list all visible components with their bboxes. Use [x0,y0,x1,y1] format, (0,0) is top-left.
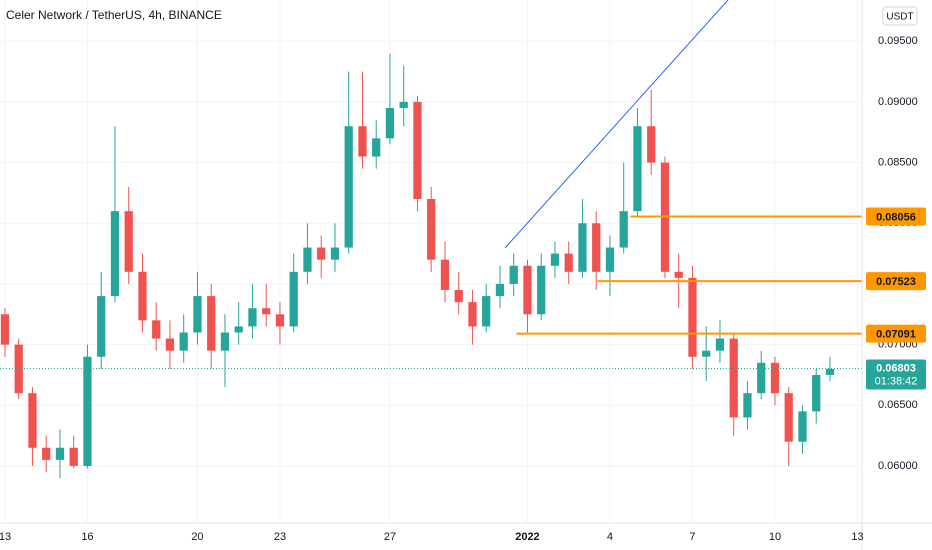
candle-body [28,393,37,448]
x-tick-label: 2022 [515,531,539,543]
candle-body [110,211,120,297]
x-tick-label: 7 [689,531,695,543]
candle-body [702,350,711,357]
candle-body [152,320,161,339]
candle-body [674,271,683,278]
candle-body [743,393,752,418]
candle-body [97,296,106,357]
candle-body [440,259,450,291]
candle-body [509,265,518,284]
level-label: 0.08056 [876,211,916,223]
x-tick-label: 16 [81,531,93,543]
candle-body [248,308,257,327]
trend-line [504,0,729,249]
x-tick-label: 10 [769,531,781,543]
candle-body [69,447,78,466]
candle-body [454,290,463,303]
y-tick-label: 0.09500 [878,35,918,47]
candle-body [179,332,188,351]
candle-body [729,338,738,418]
level-label-box [866,324,926,343]
candle-body [715,338,725,351]
candle-body [537,265,546,315]
x-tick-label: 27 [384,531,396,543]
marks [0,53,862,479]
candle-body [220,332,230,351]
candle-body [138,271,147,321]
candle-body [330,247,340,260]
labels: 0.060000.065000.070000.075000.080000.085… [0,35,926,543]
y-tick-label: 0.06000 [878,460,918,472]
y-tick-label: 0.06500 [878,399,918,411]
candle-body [633,126,642,212]
candle-body [344,126,353,248]
x-tick-label: 4 [607,531,613,543]
candle-body [482,296,491,327]
candle-body [358,126,367,157]
candle-body [619,211,628,248]
candle-body [42,447,51,460]
level-label: 0.07091 [876,328,916,340]
candle-body [495,283,505,297]
candle-body [427,199,436,260]
level-label: 0.07523 [876,276,916,288]
candle-body [550,253,560,266]
candle-body [234,326,243,333]
candle-body [372,138,381,157]
candle-body [165,338,175,351]
candle-body [578,223,587,272]
candle-body [83,356,92,466]
candle-body [399,101,408,108]
candle-body [605,247,615,272]
x-tick-label: 23 [274,531,286,543]
currency-label[interactable]: USDT [886,12,913,23]
candle-body [688,277,697,357]
candle-body [124,211,133,272]
candle-body [262,308,271,315]
level-label-box [866,272,926,291]
candle-body [385,107,395,139]
candle-body [770,362,780,394]
candle-body [207,296,216,351]
candle-body [564,253,573,272]
candle-body [812,374,821,412]
candle-body [468,302,477,327]
y-tick-label: 0.09000 [878,96,918,108]
candle-body [0,314,10,345]
x-tick-label: 20 [191,531,203,543]
x-tick-label: 13 [0,531,11,543]
candle-body [784,393,793,442]
candle-body [647,126,656,163]
candle-body [55,447,65,460]
candle-body [592,223,601,272]
candle-body [317,247,326,260]
x-tick-label: 13 [851,531,863,543]
candle-body [798,411,807,442]
candle-body [413,101,422,200]
candle-body [523,265,532,315]
candle-body [289,271,298,327]
candle-body [275,314,285,327]
last-price-label: 0.06803 [876,362,916,374]
y-tick-label: 0.08500 [878,157,918,169]
chart-title: Celer Network / TetherUS, 4h, BINANCE [6,8,222,22]
currency-box[interactable] [882,6,918,26]
countdown-label: 01:38:42 [875,375,918,387]
candle-body [193,296,202,333]
candle-body [757,362,766,394]
level-label-box [866,207,926,226]
last-price-box [866,359,926,390]
candle-body [825,368,835,375]
candle-body [303,247,312,272]
